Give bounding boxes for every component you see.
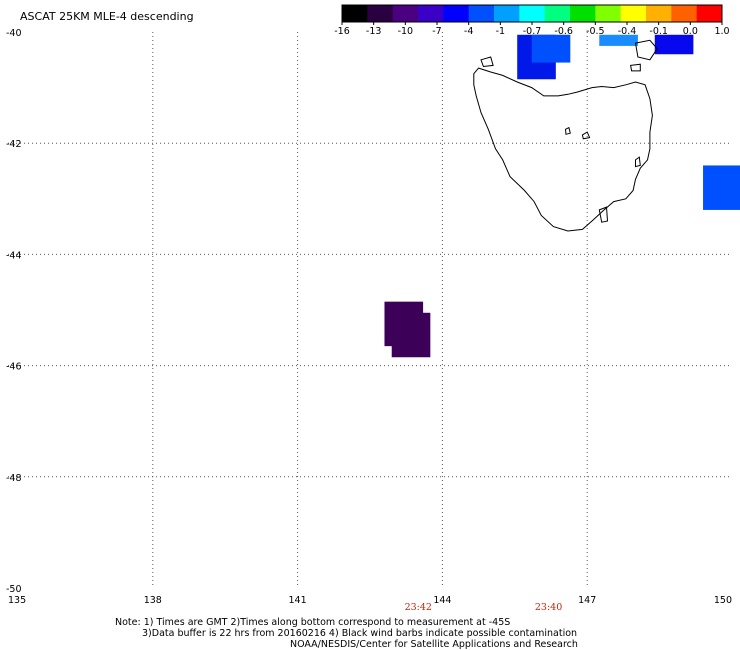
wind-cell bbox=[703, 165, 740, 210]
wind-cell bbox=[391, 312, 431, 358]
note-line-3: NOAA/NESDIS/Center for Satellite Applica… bbox=[290, 639, 578, 650]
note-line-2: 3)Data buffer is 22 hrs from 20160216 4)… bbox=[142, 628, 578, 639]
lat-label: -48 bbox=[6, 473, 22, 484]
lon-label: 135 bbox=[8, 595, 26, 606]
colorbar-label: 1.0 bbox=[714, 26, 729, 37]
colorbar-label: -0.4 bbox=[618, 26, 637, 37]
tasmania-outline bbox=[473, 67, 653, 232]
lat-label: -42 bbox=[6, 139, 22, 150]
tasmania-coastline bbox=[473, 39, 658, 232]
island-outline bbox=[480, 56, 494, 68]
colorbar-segment bbox=[696, 5, 723, 22]
island-outline bbox=[634, 39, 658, 61]
colorbar-segment bbox=[646, 5, 672, 22]
wind-cell bbox=[654, 34, 694, 55]
colorbar-segment bbox=[443, 5, 470, 22]
colorbar-label: -0.1 bbox=[649, 26, 668, 37]
colorbar-segment bbox=[595, 5, 622, 22]
chart-title: ASCAT 25KM MLE-4 descending bbox=[20, 10, 194, 23]
colorbar-segment bbox=[418, 5, 444, 22]
island-outline bbox=[564, 126, 571, 135]
colorbar-label: -7 bbox=[432, 26, 441, 37]
colorbar-label: -1 bbox=[496, 26, 505, 37]
lon-label: 138 bbox=[144, 595, 162, 606]
lat-label: -40 bbox=[6, 28, 22, 39]
colorbar-label: -0.7 bbox=[523, 26, 542, 37]
wind-cells bbox=[384, 34, 740, 358]
colorbar-label: -0.5 bbox=[586, 26, 605, 37]
island-outline bbox=[630, 63, 641, 72]
wind-cell bbox=[531, 34, 571, 63]
time-label: 23:42 bbox=[405, 602, 432, 613]
lat-label: -44 bbox=[6, 250, 22, 261]
lon-label: 147 bbox=[578, 595, 596, 606]
colorbar-segment bbox=[671, 5, 698, 22]
colorbar-segment bbox=[544, 5, 571, 22]
colorbar-label: -16 bbox=[334, 26, 350, 37]
island-outline bbox=[581, 131, 591, 140]
lat-label: -50 bbox=[6, 584, 22, 595]
island-outline bbox=[598, 206, 609, 223]
wind-cell bbox=[599, 34, 638, 46]
colorbar: -16 -13 -10 -7 -4 -1 -0.7 -0.6 -0.5 -0.4 -0.1 0.0 1.… bbox=[334, 4, 730, 37]
colorbar-segment bbox=[620, 5, 647, 22]
colorbar-segment bbox=[519, 5, 546, 22]
colorbar-label: -4 bbox=[464, 26, 473, 37]
island-outline bbox=[635, 156, 641, 168]
colorbar-segment bbox=[367, 5, 394, 22]
time-label: 23:40 bbox=[535, 602, 562, 613]
note-line-1: Note: 1) Times are GMT 2)Times along bot… bbox=[115, 617, 511, 628]
colorbar-segment bbox=[468, 5, 495, 22]
colorbar-label: -10 bbox=[398, 26, 414, 37]
colorbar-segment bbox=[494, 5, 520, 22]
colorbar-segment bbox=[342, 5, 368, 22]
lon-label: 150 bbox=[714, 595, 732, 606]
lon-label: 144 bbox=[433, 595, 451, 606]
lon-label: 141 bbox=[289, 595, 307, 606]
lat-label: -46 bbox=[6, 362, 22, 373]
colorbar-label: -13 bbox=[366, 26, 382, 37]
colorbar-label: -0.6 bbox=[554, 26, 573, 37]
colorbar-segment bbox=[392, 5, 419, 22]
colorbar-segment bbox=[570, 5, 596, 22]
colorbar-label: 0.0 bbox=[683, 26, 698, 37]
graticule bbox=[8, 32, 732, 588]
